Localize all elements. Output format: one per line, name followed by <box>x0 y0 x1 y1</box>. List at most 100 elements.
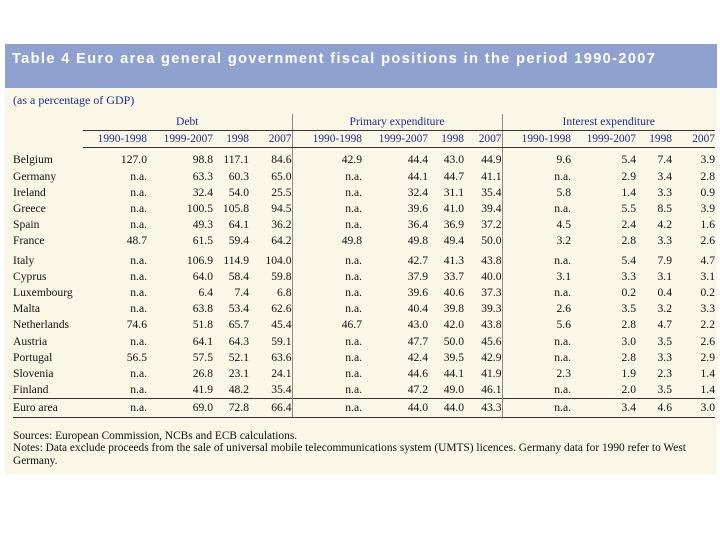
value-cell: 100.5 <box>186 202 213 216</box>
table-row: Slovenia n.a. 26.8 23.1 24.1 n.a. 44.6 44.1 41.9… <box>13 366 715 383</box>
country-cell: Portugal <box>13 350 53 364</box>
value-cell: n.a. <box>130 334 147 348</box>
value-cell: 44.9 <box>481 153 502 167</box>
value-cell: 3.4 <box>657 169 673 183</box>
value-cell: 2.6 <box>700 334 716 348</box>
value-cell: n.a. <box>130 367 147 381</box>
value-cell: 50.0 <box>443 334 464 348</box>
value-cell: 7.4 <box>234 286 250 300</box>
value-cell: n.a. <box>291 366 362 383</box>
value-cell: 52.1 <box>228 350 249 364</box>
value-cell: 65.0 <box>271 169 292 183</box>
value-cell: 43.0 <box>443 153 464 167</box>
value-cell: n.a. <box>291 184 362 202</box>
value-cell: n.a. <box>291 249 362 269</box>
column-header: 1999-2007 <box>147 130 213 149</box>
value-cell: 1.4 <box>621 185 637 199</box>
value-cell: 2.8 <box>621 318 637 332</box>
value-cell: 40.4 <box>407 302 428 316</box>
value-cell: 44.7 <box>443 169 464 183</box>
table-body: Belgium 127.0 98.8 117.1 84.6 42.9 44.4 43.0 44.… <box>13 147 716 419</box>
table-row: Austria n.a. 64.1 64.3 59.1 n.a. 47.7 50.0 45.6 n… <box>13 333 716 350</box>
value-cell: 41.1 <box>481 169 502 183</box>
total-row: Euro area n.a. 69.0 72.8 66.4 n.a. 44.0 44.0 43.… <box>13 398 715 419</box>
value-cell: 3.2 <box>501 233 571 250</box>
value-cell: 45.6 <box>481 334 502 348</box>
value-cell: 44.1 <box>407 169 428 183</box>
value-cell: 48.2 <box>228 383 249 397</box>
table-row: Greece n.a. 100.5 105.8 94.5 n.a. 39.6 41.0 39.4… <box>13 201 716 218</box>
value-cell: 44.6 <box>407 367 428 381</box>
value-cell: 2.2 <box>700 318 716 332</box>
value-cell: 2.3 <box>657 367 673 381</box>
fiscal-table: Debt Primary expenditure Interest expend… <box>13 114 716 419</box>
value-cell: n.a. <box>501 168 571 185</box>
value-cell: 65.7 <box>228 318 249 332</box>
value-cell: 45.4 <box>271 318 292 332</box>
value-cell: 4.7 <box>700 253 716 267</box>
value-cell: 49.8 <box>407 234 428 248</box>
value-cell: 37.9 <box>407 269 428 283</box>
unit-note: (as a percentage of GDP) <box>13 93 135 107</box>
value-cell: 2.8 <box>621 350 637 364</box>
value-cell: 98.8 <box>192 153 213 167</box>
country-cell: Ireland <box>13 185 46 199</box>
value-cell: 3.1 <box>501 268 571 286</box>
value-cell: 105.8 <box>222 202 249 216</box>
value-cell: 3.3 <box>657 350 673 364</box>
value-cell: 6.8 <box>277 286 292 300</box>
value-cell: 104.0 <box>265 253 292 267</box>
country-cell: Netherlands <box>13 318 70 332</box>
country-cell: Austria <box>13 334 48 348</box>
value-cell: 3.3 <box>657 185 673 199</box>
notes-text: Notes: Data exclude proceeds from the sa… <box>13 442 686 467</box>
value-cell: 2.8 <box>621 234 637 248</box>
value-cell: 4.2 <box>657 218 673 232</box>
value-cell: 44.0 <box>428 398 464 419</box>
value-cell: 33.7 <box>443 269 464 283</box>
value-cell: 35.4 <box>481 185 502 199</box>
value-cell: n.a. <box>130 383 147 397</box>
value-cell: 39.6 <box>407 286 428 300</box>
country-cell: Greece <box>13 202 46 216</box>
country-cell: Slovenia <box>13 367 54 381</box>
value-cell: 50.0 <box>481 234 502 248</box>
group-header-interest-expenditure: Interest expenditure <box>501 114 715 132</box>
column-header: 1999-2007 <box>571 130 636 149</box>
table-row: Luxembourg n.a. 6.4 7.4 6.8 n.a. 39.6 40.6 37.3 n… <box>13 285 715 302</box>
table-row: Italy n.a. 106.9 114.9 104.0 n.a. 42.7 41.3 43.8… <box>13 249 716 269</box>
value-cell: 42.0 <box>443 318 464 332</box>
value-cell: 63.6 <box>271 350 292 364</box>
value-cell: n.a. <box>501 201 571 218</box>
value-cell: n.a. <box>501 398 571 419</box>
value-cell: 3.9 <box>700 202 716 216</box>
value-cell: 32.4 <box>407 185 428 199</box>
value-cell: 39.5 <box>443 350 464 364</box>
value-cell: 3.0 <box>672 398 715 419</box>
value-cell: 41.9 <box>192 383 213 397</box>
value-cell: 1.6 <box>700 218 716 232</box>
column-header: 1998 <box>636 130 672 149</box>
value-cell: n.a. <box>291 333 362 350</box>
value-cell: 58.4 <box>228 269 249 283</box>
value-cell: 43.8 <box>481 318 502 332</box>
value-cell: 41.9 <box>481 367 502 381</box>
table-row: Belgium 127.0 98.8 117.1 84.6 42.9 44.4 43.0 44.… <box>13 147 715 169</box>
value-cell: 47.2 <box>407 383 428 397</box>
value-cell: 1.9 <box>621 367 637 381</box>
group-header-debt: Debt <box>83 114 292 132</box>
table-row: Spain n.a. 49.3 64.1 36.2 n.a. 36.4 36.9 37.2 4.5… <box>13 217 716 234</box>
value-cell: 3.1 <box>657 269 673 283</box>
value-cell: 5.8 <box>501 184 571 202</box>
value-cell: 6.4 <box>198 286 214 300</box>
value-cell: 72.8 <box>213 398 249 419</box>
value-cell: 57.5 <box>192 350 213 364</box>
value-cell: 39.8 <box>443 302 464 316</box>
value-cell: 3.3 <box>621 269 637 283</box>
value-cell: 2.6 <box>700 234 716 248</box>
country-cell: Cyprus <box>13 269 47 283</box>
value-cell: 2.0 <box>621 383 637 397</box>
country-cell: Belgium <box>13 153 53 167</box>
value-cell: 61.5 <box>192 234 213 248</box>
column-header: 1998 <box>213 130 249 149</box>
